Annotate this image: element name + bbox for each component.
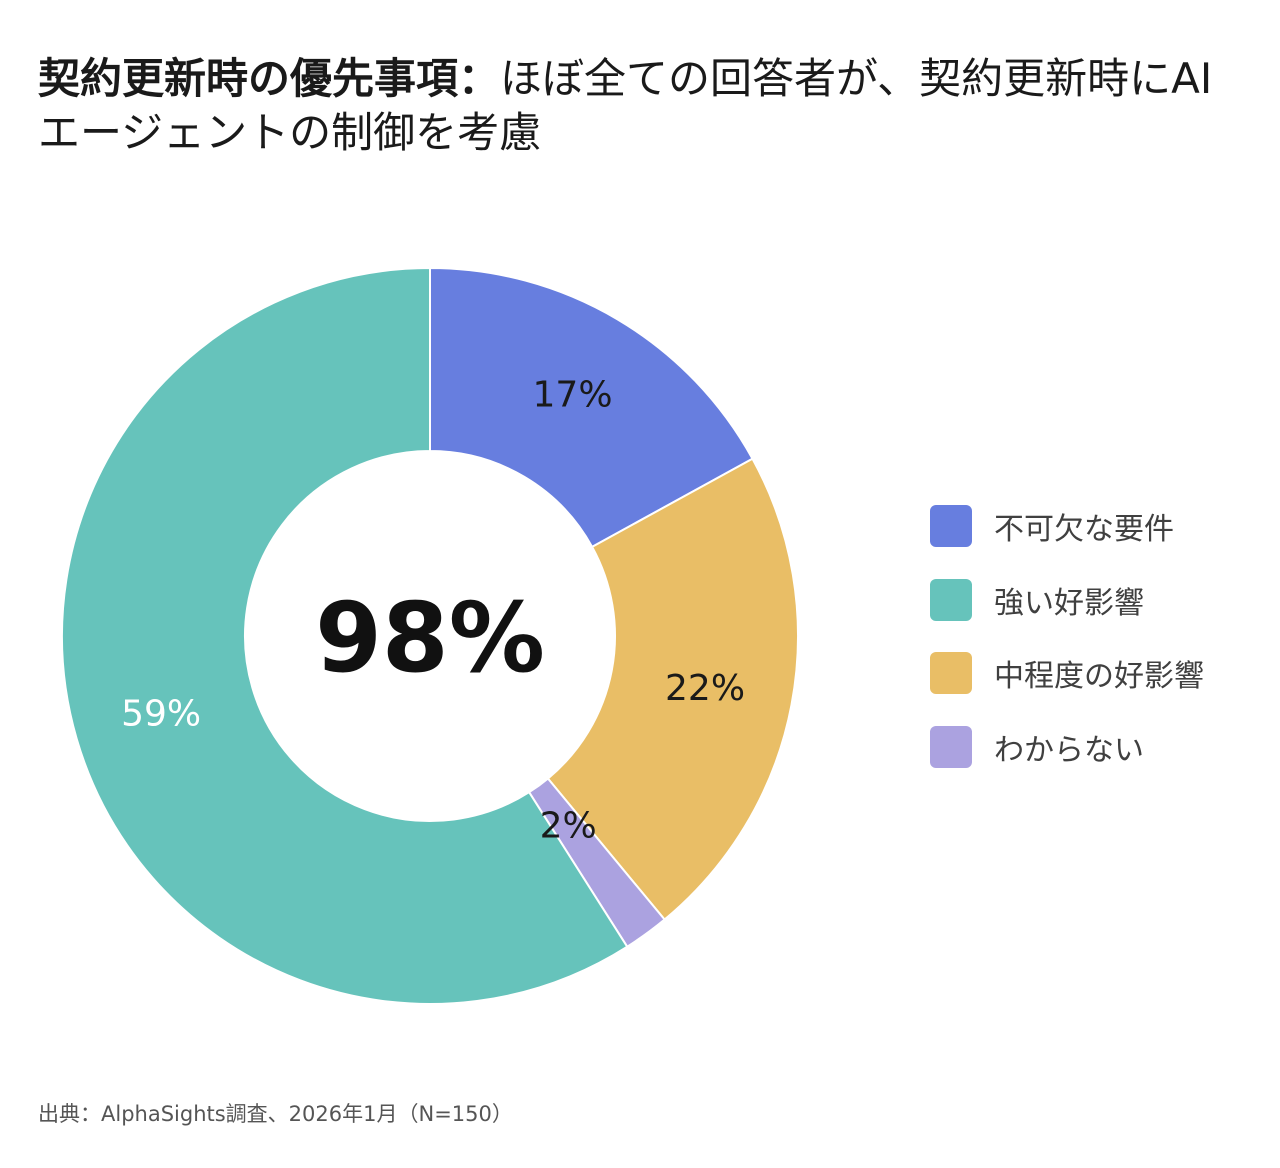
center-total-value: 98% [315,582,545,694]
donut-slice-labels: 17% 22% 2% 59% [121,374,745,846]
donut-slice-1 [429,266,754,549]
legend-label: わからない [994,732,1144,768]
legend-swatch [930,652,972,694]
donut-chart: 17% 22% 2% 59% 98% [61,266,799,1005]
donut-slices [61,266,799,1005]
legend-item-1: 不可欠な要件 [930,505,1270,547]
legend-label: 不可欠な要件 [994,512,1174,547]
slice-value-label-1: 17% [533,374,613,415]
legend-item-4: わからない [930,725,1270,768]
legend-swatch [930,505,972,547]
legend-item-2: 強い好影響 [930,578,1270,621]
chart-title: 契約更新時の優先事項：ほぼ全ての回答者が、契約更新時にAIエージェントの制御を考… [38,52,1218,160]
slice-value-label-4: 59% [121,694,201,735]
slice-value-label-3: 2% [540,806,597,847]
legend-swatch [930,578,972,621]
legend-swatch [930,725,972,768]
donut-slice-2 [546,457,799,921]
legend-label: 強い好影響 [994,585,1144,621]
legend: 不可欠な要件 強い好影響中程度の好影響 わからない [930,505,1270,799]
donut-slice-4 [61,266,629,1005]
chart-title-rest: ほぼ全ての回答者が、契約更新時にAIエージェントの制御を考慮 [38,54,1213,157]
legend-label: 中程度の好影響 [994,659,1204,694]
legend-item-3: 中程度の好影響 [930,652,1270,694]
source-note: 出典：AlphaSights調査、2026年1月（N=150） [38,1102,513,1126]
slice-value-label-2: 22% [665,668,745,709]
chart-title-bold: 契約更新時の優先事項： [38,54,501,103]
